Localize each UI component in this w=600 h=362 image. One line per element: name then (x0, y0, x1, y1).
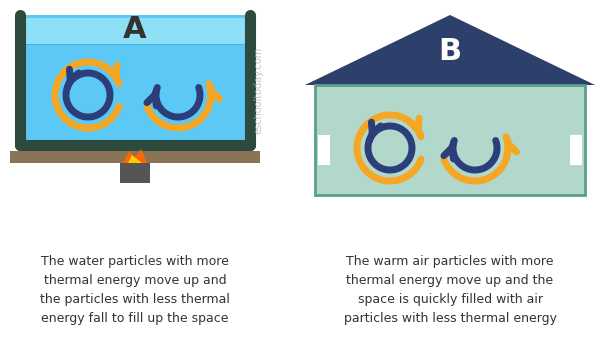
Bar (20, 15, 250, 145)
Text: The water particles with more
thermal energy move up and
the particles with less: The water particles with more thermal en… (40, 255, 230, 325)
Text: B: B (439, 38, 461, 67)
Bar (10, 151, 260, 163)
Text: A: A (123, 16, 147, 45)
Polygon shape (123, 149, 147, 163)
Bar (570, 135, 582, 165)
Bar (315, 85, 585, 195)
Bar (23, 18, 247, 44)
Bar (318, 135, 330, 165)
Polygon shape (305, 15, 595, 85)
Text: The warm air particles with more
thermal energy move up and the
space is quickly: The warm air particles with more thermal… (343, 255, 557, 325)
Polygon shape (128, 155, 142, 163)
Bar (120, 163, 150, 183)
Text: eschooltoday.com: eschooltoday.com (253, 46, 263, 134)
